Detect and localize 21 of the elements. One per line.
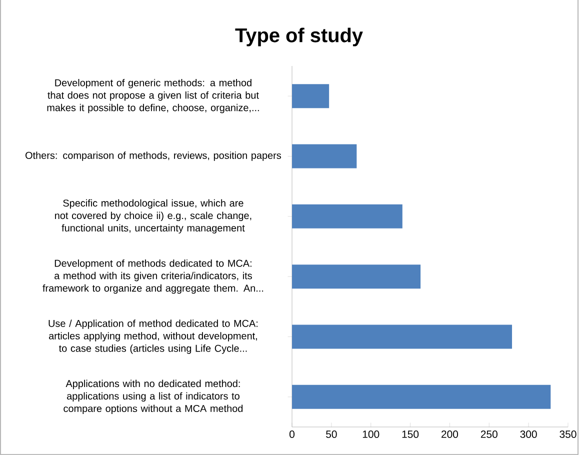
bar: [292, 84, 330, 108]
x-tick-label: 350: [560, 430, 576, 438]
bar: [292, 384, 551, 409]
y-tick-label: Use / Application of method dedicated to MCA: articles applying method, without development, to case studies (articles using Life Cycle...: [48, 320, 258, 354]
x-tick-label: 300: [520, 430, 537, 438]
x-tick-label: 0: [290, 430, 294, 438]
bar: [292, 324, 512, 349]
bar: [292, 144, 357, 168]
x-tick-label: 100: [362, 430, 380, 438]
y-tick-label: Others: comparison of methods, reviews, position papers: [26, 152, 282, 161]
x-tick-label: 150: [402, 430, 419, 438]
x-tick-label: 250: [480, 430, 498, 438]
x-tick-label: 50: [326, 430, 337, 438]
chart-title: Type of study: [235, 28, 363, 46]
y-tick-label: Development of generic methods: a method that does not propose a given list of criteria but makes it possible to define, choose, organize,...: [47, 78, 259, 114]
y-tick-label: Development of methods dedicated to MCA: a method with its given criteria/indicators, its framework to organize and aggregate them. An...: [42, 259, 264, 294]
y-tick-label: Applications with no dedicated method: applications using a list of indicators to compare options without a MCA method: [64, 380, 243, 414]
y-tick-label: Specific methodological issue, which are not covered by choice ii) e.g., scale change, functional units, uncertainty management: [55, 199, 252, 234]
bar: [292, 264, 421, 289]
x-tick-label: 200: [442, 430, 458, 438]
bar: [292, 204, 402, 228]
